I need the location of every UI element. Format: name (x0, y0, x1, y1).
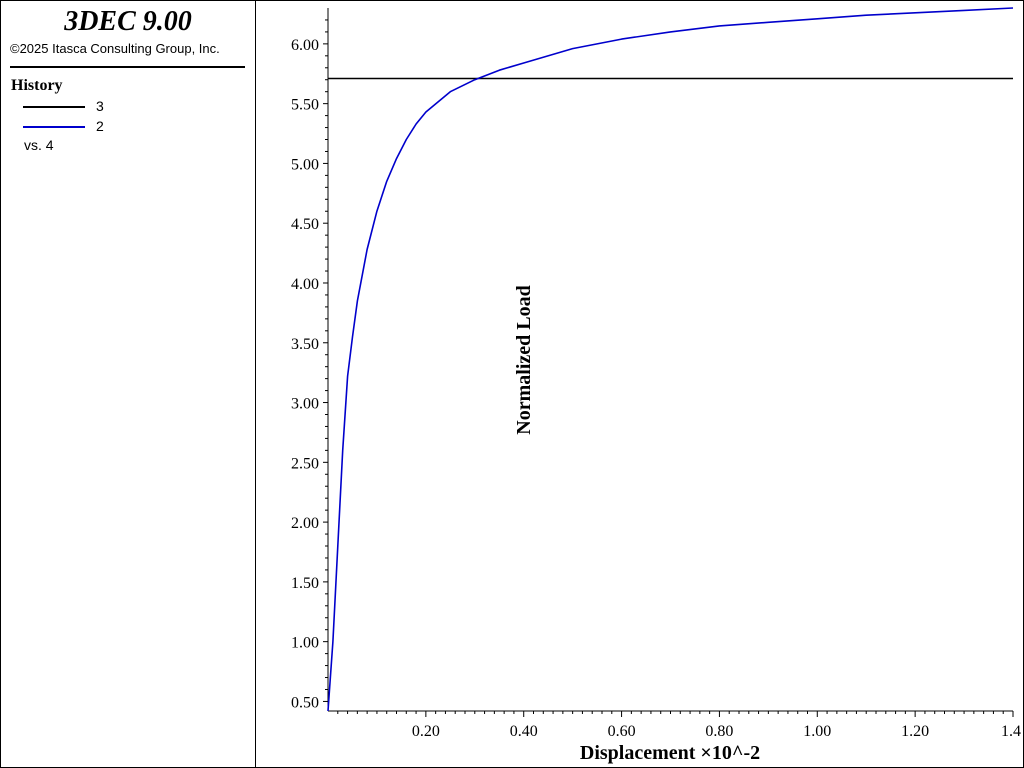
series-layer (327, 7, 1014, 712)
legend-label-series-3: 3 (96, 98, 104, 114)
y-tick-label: 4.50 (291, 216, 319, 233)
x-tick-label: 1.4 (1001, 723, 1021, 740)
y-tick-label: 2.50 (291, 455, 319, 472)
legend-line-series-3 (23, 106, 85, 108)
y-tick-label: 2.00 (291, 515, 319, 532)
legend-panel: 3DEC 9.00 ©2025 Itasca Consulting Group,… (0, 0, 256, 768)
x-axis-label: Displacement ×10^-2 (580, 742, 760, 764)
history-plot: 0.50 1.00 1.50 2.00 2.50 3.00 3.50 4.00 4.50 5.00… (291, 7, 1021, 764)
legend-separator (10, 66, 245, 68)
x-tick-label: 0.40 (510, 723, 538, 740)
plot-axes: 0.50 1.00 1.50 2.00 2.50 3.00 3.50 4.00 4.50 5.00… (291, 8, 1021, 740)
y-tick-label: 6.00 (291, 37, 319, 54)
y-tick-label: 5.00 (291, 156, 319, 173)
y-tick-label: 5.50 (291, 97, 319, 114)
app-title: 3DEC 9.00 (64, 6, 192, 37)
y-tick-label: 4.00 (291, 276, 319, 293)
x-tick-label: 0.20 (412, 723, 440, 740)
x-tick-label: 1.00 (803, 723, 831, 740)
series-line-2 (327, 7, 1014, 712)
y-tick-label: 3.00 (291, 396, 319, 413)
y-tick-label: 0.50 (291, 694, 319, 711)
copyright-text: ©2025 Itasca Consulting Group, Inc. (10, 41, 220, 56)
legend-vs-label: vs. 4 (24, 137, 54, 153)
y-tick-label: 1.50 (291, 575, 319, 592)
x-tick-label: 0.80 (705, 723, 733, 740)
legend-line-series-2 (23, 126, 85, 128)
y-axis-label: Normalized Load (513, 285, 535, 434)
x-tick-label: 1.20 (901, 723, 929, 740)
legend-label-series-2: 2 (96, 118, 104, 134)
y-tick-label: 1.00 (291, 635, 319, 652)
y-tick-label: 3.50 (291, 336, 319, 353)
legend-title: History (11, 77, 63, 94)
x-tick-label: 0.60 (608, 723, 636, 740)
